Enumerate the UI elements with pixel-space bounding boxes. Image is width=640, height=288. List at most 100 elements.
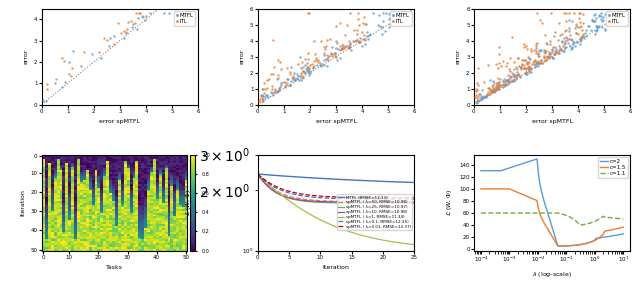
Point	[511, 74, 522, 79]
Point	[266, 90, 276, 94]
MTFL (RMSE=12.13)	[296, 175, 303, 179]
c=1.1	[504, 211, 512, 215]
Point	[344, 43, 354, 48]
Point	[257, 99, 268, 104]
Point	[385, 11, 395, 16]
spMTFL ( λ=0.01, RMSE=12.37)	[263, 180, 271, 183]
Line: spMTFL ( λ=25, RMSE=10.97): spMTFL ( λ=25, RMSE=10.97)	[258, 174, 414, 203]
spMTFL ( λ=1, RMSE=11.34)	[410, 243, 418, 247]
Point	[471, 93, 481, 97]
Point	[344, 44, 355, 49]
c=2	[615, 233, 623, 236]
Point	[484, 92, 495, 97]
Point	[274, 88, 284, 93]
Point	[377, 32, 387, 37]
spMTFL ( λ=25, RMSE=10.97)	[260, 181, 268, 184]
Point	[563, 36, 573, 40]
Point	[303, 68, 313, 72]
Point	[477, 88, 487, 92]
Point	[353, 11, 363, 16]
Point	[321, 44, 332, 48]
Point	[316, 39, 326, 43]
Point	[116, 31, 126, 35]
Point	[338, 46, 348, 50]
Point	[550, 29, 560, 34]
Point	[561, 11, 571, 16]
Point	[539, 54, 549, 59]
Point	[354, 39, 364, 43]
Point	[529, 59, 540, 64]
Point	[596, 17, 606, 22]
Point	[322, 57, 332, 62]
Point	[557, 40, 567, 45]
Point	[534, 54, 545, 58]
Point	[268, 92, 278, 97]
Point	[323, 57, 333, 62]
Point	[546, 11, 556, 16]
Point	[526, 67, 536, 71]
Point	[548, 45, 558, 50]
Point	[511, 73, 521, 77]
Point	[285, 82, 295, 87]
Point	[497, 83, 508, 87]
Point	[289, 78, 299, 83]
MTFL (RMSE=12.13)	[283, 175, 291, 178]
Point	[555, 46, 565, 50]
Point	[523, 55, 533, 60]
Point	[509, 77, 520, 82]
Point	[344, 46, 355, 50]
Point	[500, 82, 510, 86]
Point	[276, 67, 286, 71]
Point	[295, 55, 305, 60]
Point	[282, 77, 292, 82]
Point	[504, 67, 515, 71]
Point	[278, 79, 288, 84]
Point	[304, 11, 314, 16]
Point	[549, 52, 559, 57]
Point	[594, 24, 604, 29]
c=1.5	[563, 244, 571, 248]
Point	[269, 90, 280, 95]
Point	[297, 60, 307, 65]
Point	[515, 75, 525, 80]
c=1.1	[562, 213, 570, 217]
Point	[561, 35, 572, 39]
Point	[493, 86, 503, 91]
Point	[504, 69, 515, 73]
Point	[339, 33, 349, 37]
Point	[271, 89, 282, 94]
Point	[534, 48, 545, 53]
Point	[122, 31, 132, 36]
Point	[109, 42, 119, 46]
Point	[479, 95, 490, 100]
Point	[159, 11, 169, 16]
Point	[553, 37, 563, 42]
Point	[593, 25, 603, 30]
Point	[549, 48, 559, 53]
Point	[503, 79, 513, 84]
Point	[505, 75, 515, 79]
Point	[270, 88, 280, 93]
Point	[563, 41, 573, 45]
spMTFL ( λ=0.1, RMSE=12.35)	[403, 198, 410, 201]
Point	[475, 92, 485, 96]
Point	[586, 28, 596, 32]
Point	[541, 57, 551, 62]
Point	[269, 87, 280, 92]
Point	[303, 51, 314, 56]
Point	[385, 12, 395, 17]
Point	[516, 58, 527, 62]
Y-axis label: Iteration: Iteration	[20, 189, 25, 216]
Point	[315, 60, 325, 65]
Point	[492, 80, 502, 85]
Point	[49, 81, 60, 85]
Point	[587, 18, 597, 23]
Point	[534, 60, 545, 65]
Point	[490, 89, 500, 93]
Point	[264, 77, 274, 82]
Point	[547, 50, 557, 54]
Point	[488, 88, 499, 93]
Point	[488, 89, 498, 94]
Point	[357, 43, 367, 48]
Point	[121, 30, 131, 35]
